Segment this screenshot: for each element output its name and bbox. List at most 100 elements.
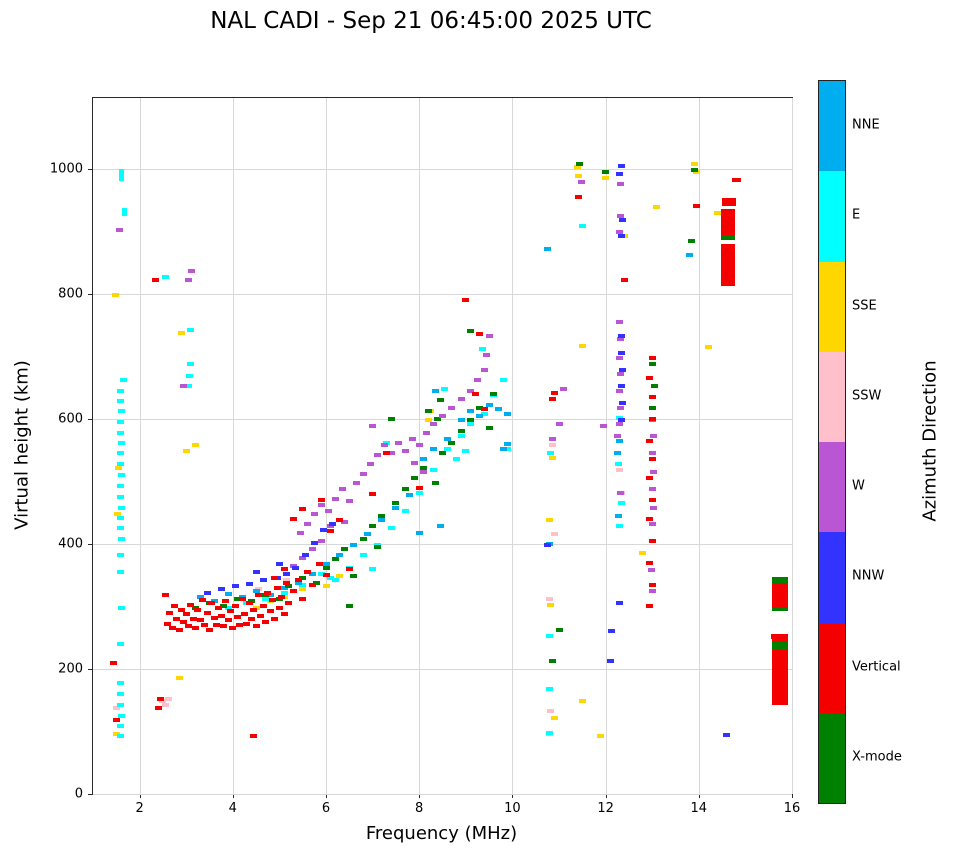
data-point-nnw <box>619 401 627 406</box>
data-point-w <box>614 434 622 439</box>
data-point-e <box>118 713 126 718</box>
data-point-x-mode <box>555 628 563 633</box>
data-point-w <box>647 568 655 573</box>
data-point-vertical <box>550 390 558 395</box>
data-point-w <box>555 421 563 426</box>
x-tick-mark <box>419 794 421 798</box>
data-point-vertical <box>164 621 172 626</box>
data-point-e <box>117 494 125 499</box>
data-point-vertical <box>720 208 735 235</box>
data-point-x-mode <box>772 642 789 651</box>
data-point-nnw <box>619 368 627 373</box>
data-point-vertical <box>772 633 789 642</box>
data-point-w <box>439 413 446 418</box>
data-point-w <box>480 368 488 373</box>
y-tick-mark <box>88 794 92 795</box>
data-point-e <box>117 703 125 708</box>
data-point-x-mode <box>359 536 367 541</box>
data-point-vertical <box>271 576 279 581</box>
data-point-nnw <box>245 581 253 586</box>
data-point-w <box>338 486 346 491</box>
data-point-w <box>394 440 402 445</box>
data-point-vertical <box>299 507 307 512</box>
data-point-w <box>548 436 556 441</box>
data-point-nnw <box>282 571 290 576</box>
data-point-sse <box>111 292 119 297</box>
data-point-vertical <box>254 593 262 598</box>
data-point-sse <box>653 205 661 210</box>
data-point-vertical <box>648 498 656 503</box>
data-point-vertical <box>247 616 255 621</box>
data-point-vertical <box>212 623 220 628</box>
data-point-x-mode <box>490 391 498 396</box>
data-point-x-mode <box>439 451 446 456</box>
data-point-e <box>429 468 437 473</box>
data-point-w <box>560 386 568 391</box>
data-point-w <box>366 461 374 466</box>
data-point-vertical <box>168 626 176 631</box>
data-point-e <box>118 409 126 414</box>
data-point-e <box>383 440 391 445</box>
data-point-w <box>303 521 311 526</box>
data-point-vertical <box>229 626 237 631</box>
data-point-x-mode <box>420 465 428 470</box>
data-point-w <box>345 499 353 504</box>
data-point-ssw <box>546 596 554 601</box>
data-point-e <box>185 384 193 389</box>
data-point-sse <box>299 586 307 591</box>
data-point-vertical <box>648 394 656 399</box>
data-point-vertical <box>692 204 700 209</box>
data-point-vertical <box>154 705 162 710</box>
data-point-nnw <box>310 540 318 545</box>
data-point-ssw <box>159 699 167 704</box>
data-point-w <box>317 538 325 543</box>
data-point-e <box>117 724 125 729</box>
data-point-x-mode <box>466 418 474 423</box>
data-point-w <box>369 423 377 428</box>
gridline-horizontal <box>93 543 792 545</box>
data-point-w <box>448 405 456 410</box>
data-point-sse <box>575 174 583 179</box>
data-point-vertical <box>266 609 274 614</box>
data-point-e <box>117 553 125 558</box>
data-point-x-mode <box>651 384 659 389</box>
colorbar-category-label: X-mode <box>852 749 902 765</box>
data-point-sse <box>713 211 721 216</box>
data-point-e <box>224 605 232 610</box>
data-point-e <box>119 168 125 181</box>
data-point-e <box>117 734 125 739</box>
data-point-vertical <box>646 560 654 565</box>
data-point-vertical <box>646 376 654 381</box>
data-point-x-mode <box>331 557 339 562</box>
data-point-x-mode <box>485 426 493 431</box>
data-point-vertical <box>476 332 484 337</box>
data-point-nnw <box>231 584 239 589</box>
y-tick-label: 1000 <box>49 161 83 177</box>
data-point-nne <box>415 530 423 535</box>
data-point-nne <box>457 418 465 423</box>
data-point-e <box>317 571 325 576</box>
y-tick-label: 800 <box>58 286 83 302</box>
data-point-nne <box>616 438 624 443</box>
data-point-nne <box>494 407 502 412</box>
data-point-vertical <box>259 604 267 609</box>
x-tick-mark <box>232 794 234 798</box>
data-point-e <box>118 605 126 610</box>
plot-area: 2 4 6 8 10 12 14 16 0 200 400 600 800 1000 <box>50 97 800 816</box>
data-point-vertical <box>303 570 311 574</box>
colorbar-category-label: NNW <box>852 568 885 584</box>
colorbar <box>818 80 846 804</box>
data-point-e <box>117 430 125 435</box>
data-point-nne <box>485 403 493 408</box>
data-point-e <box>441 386 449 391</box>
data-point-x-mode <box>299 576 307 581</box>
data-point-vertical <box>182 611 190 616</box>
data-point-nnw <box>618 163 626 168</box>
data-point-nnw <box>292 565 300 570</box>
data-point-w <box>180 384 188 389</box>
data-point-w <box>616 319 624 324</box>
data-point-e <box>117 515 125 520</box>
data-point-vertical <box>480 407 488 412</box>
data-point-vertical <box>233 615 241 620</box>
data-point-w <box>617 213 624 218</box>
